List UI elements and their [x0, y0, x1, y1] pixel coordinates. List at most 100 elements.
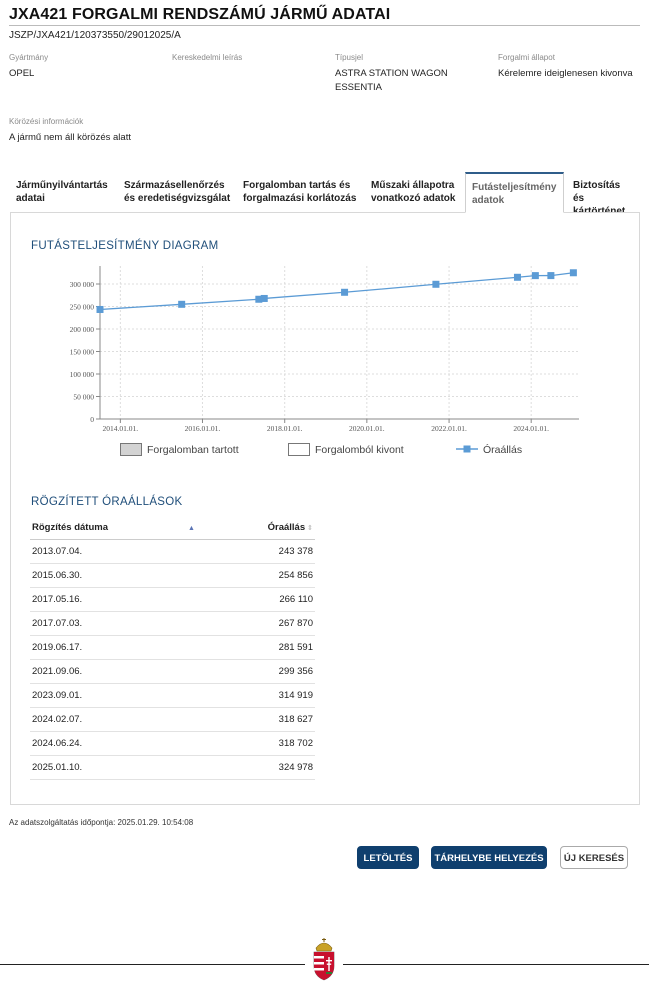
data-point	[341, 288, 349, 296]
table-row: 2017.05.16. 266 110	[30, 587, 315, 612]
cell-mileage: 318 627	[249, 707, 315, 732]
manufacturer-value: OPEL	[9, 68, 35, 79]
legend-item-mileage: Óraállás	[456, 443, 522, 456]
type-label: Típusjel	[335, 53, 364, 62]
legend-label-in-traffic: Forgalomban tartott	[147, 444, 239, 456]
tab-bar: Járműnyilvántartás adatai Származásellen…	[10, 172, 640, 217]
column-header-mileage-label: Óraállás	[267, 521, 306, 533]
download-button[interactable]: LETÖLTÉS	[357, 846, 419, 869]
store-button[interactable]: TÁRHELYBE HELYEZÉS	[431, 846, 547, 869]
hungarian-coat-of-arms-icon	[313, 938, 335, 981]
cell-date: 2023.09.01.	[30, 683, 250, 708]
x-tick-label: 2016.01.01.	[185, 424, 221, 433]
column-header-date[interactable]: Rögzítés dátuma ▲	[30, 515, 250, 540]
tab-label-line2: adatai	[16, 193, 45, 204]
y-tick-label: 100 000	[70, 370, 95, 379]
data-point	[513, 273, 521, 281]
tab-label-line2: forgalmazási korlátozás	[243, 193, 357, 204]
y-tick-label: 0	[90, 415, 94, 424]
tab-insurance-history[interactable]: Biztosítás és kártörténet	[567, 172, 640, 217]
cell-date: 2024.02.07.	[30, 707, 250, 732]
data-point	[260, 294, 268, 302]
y-tick-label: 150 000	[70, 348, 95, 357]
column-header-mileage[interactable]: Óraállás ⇕	[249, 515, 315, 540]
cell-mileage: 299 356	[249, 659, 315, 684]
tab-registry-data[interactable]: Járműnyilvántartás adatai	[10, 172, 114, 211]
data-point	[432, 280, 440, 288]
table-row: 2021.09.06. 299 356	[30, 659, 315, 684]
table-row: 2013.07.04. 243 378	[30, 539, 315, 564]
tab-origin-check[interactable]: Származásellenőrzés és eredetiségvizsgál…	[118, 172, 236, 211]
type-value-line2: ESSENTIA	[335, 82, 382, 93]
tab-label-line2: vonatkozó adatok	[371, 193, 456, 204]
data-point	[96, 305, 104, 313]
table-row: 2017.07.03. 267 870	[30, 611, 315, 636]
cell-mileage: 314 919	[249, 683, 315, 708]
data-timestamp: Az adatszolgáltatás időpontja: 2025.01.2…	[9, 818, 194, 827]
table-row: 2015.06.30. 254 856	[30, 563, 315, 588]
series-line	[99, 272, 574, 311]
sort-ascending-icon[interactable]: ▲	[188, 524, 195, 532]
mileage-table: Rögzítés dátuma ▲ Óraállás ⇕ 2013.07.04. 24…	[30, 515, 315, 780]
x-tick-label: 2020.01.01.	[349, 424, 385, 433]
tab-label-line2: kártörténet	[573, 205, 634, 218]
cell-mileage: 266 110	[249, 587, 315, 612]
tab-label-line1: Műszaki állapotra	[371, 180, 455, 191]
x-tick-label: 2018.01.01.	[267, 424, 303, 433]
tab-label-line2: és eredetiségvizsgálat	[124, 193, 231, 204]
y-tick-label: 250 000	[70, 303, 95, 312]
tab-label-line1: Származásellenőrzés	[124, 180, 225, 191]
x-tick-label: 2022.01.01.	[431, 424, 467, 433]
status-value: Kérelemre ideiglenesen kivonva	[498, 68, 633, 79]
cell-mileage: 254 856	[249, 563, 315, 588]
cell-mileage: 243 378	[249, 539, 315, 564]
x-tick-label: 2014.01.01.	[103, 424, 139, 433]
data-point	[531, 272, 539, 280]
data-point	[255, 295, 263, 303]
tab-mileage-data[interactable]: Futásteljesítmény adatok	[465, 172, 564, 213]
legend-swatch-withdrawn	[288, 443, 310, 456]
chart-section-title: FUTÁSTELJESÍTMÉNY DIAGRAM	[31, 240, 219, 252]
table-row: 2023.09.01. 314 919	[30, 683, 315, 708]
document-id: JSZP/JXA421/120373550/29012025/A	[9, 30, 181, 41]
cell-date: 2021.09.06.	[30, 659, 250, 684]
search-info-value: A jármű nem áll körözés alatt	[9, 132, 131, 143]
data-point	[178, 300, 186, 308]
cell-date: 2025.01.10.	[30, 755, 250, 780]
plot-area	[100, 266, 579, 419]
title-divider	[9, 25, 640, 26]
legend-label-mileage: Óraállás	[483, 444, 523, 456]
legend-item-in-traffic: Forgalomban tartott	[120, 443, 239, 456]
legend-label-withdrawn: Forgalomból kivont	[315, 444, 404, 456]
column-header-date-label: Rögzítés dátuma	[32, 521, 109, 533]
tab-technical-condition[interactable]: Műszaki állapotra vonatkozó adatok	[365, 172, 461, 211]
legend-item-withdrawn: Forgalomból kivont	[288, 443, 404, 456]
cell-date: 2015.06.30.	[30, 563, 250, 588]
cell-date: 2017.07.03.	[30, 611, 250, 636]
cell-date: 2024.06.24.	[30, 731, 250, 756]
sort-icon[interactable]: ⇕	[307, 524, 313, 532]
tab-label-line1: Járműnyilvántartás	[16, 180, 108, 191]
table-row: 2024.02.07. 318 627	[30, 707, 315, 732]
commercial-description-label: Kereskedelmi leírás	[172, 53, 243, 62]
cell-mileage: 318 702	[249, 731, 315, 756]
page-title: JXA421 FORGALMI RENDSZÁMÚ JÁRMŰ ADATAI	[9, 6, 391, 23]
tab-traffic-restrictions[interactable]: Forgalomban tartás és forgalmazási korlá…	[237, 172, 362, 211]
y-tick-label: 300 000	[70, 280, 95, 289]
legend-line-marker-icon	[456, 445, 478, 453]
data-point	[547, 272, 555, 280]
table-section-title: RÖGZÍTETT ÓRAÁLLÁSOK	[31, 496, 183, 508]
table-row: 2024.06.24. 318 702	[30, 731, 315, 756]
legend-swatch-in-traffic	[120, 443, 142, 456]
cell-date: 2019.06.17.	[30, 635, 250, 660]
footer-divider-right	[343, 964, 649, 965]
new-search-button[interactable]: ÚJ KERESÉS	[560, 846, 628, 869]
tab-label-line1: Futásteljesítmény	[472, 182, 557, 193]
table-row: 2019.06.17. 281 591	[30, 635, 315, 660]
tab-label-line1: Forgalomban tartás és	[243, 180, 351, 191]
tab-label-line1: Biztosítás és	[573, 180, 621, 204]
x-tick-label: 2024.01.01.	[513, 424, 549, 433]
cell-mileage: 324 978	[249, 755, 315, 780]
cell-mileage: 281 591	[249, 635, 315, 660]
table-row: 2025.01.10. 324 978	[30, 755, 315, 780]
